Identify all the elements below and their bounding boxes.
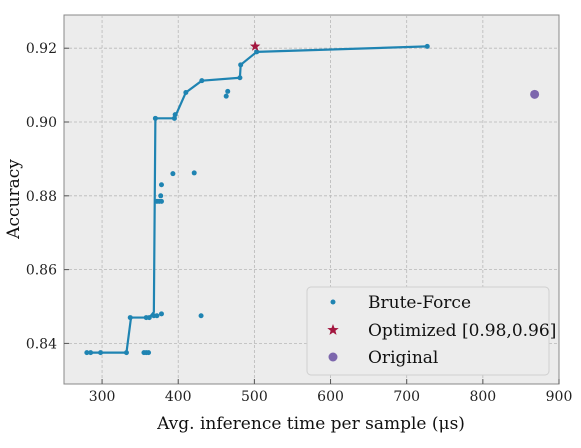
brute-force-point (98, 350, 104, 356)
brute-force-point (172, 112, 178, 118)
y-tick-label: 0.88 (26, 189, 57, 205)
y-axis-label: Accuracy (4, 159, 24, 240)
x-axis-label: Avg. inference time per sample (μs) (156, 414, 465, 434)
brute-force-point (158, 311, 164, 317)
ticks: 300 400 500 600 700 800 900 0.84 0.86 0.88 0.90 0.9… (26, 41, 573, 405)
x-tick-label: 800 (469, 389, 496, 405)
legend-label-original: Original (368, 348, 438, 368)
brute-force-point (223, 93, 229, 99)
legend-marker-original (328, 352, 338, 362)
brute-force-point (158, 193, 164, 199)
x-tick-label: 300 (89, 389, 116, 405)
brute-force-point (225, 88, 231, 94)
brute-force-point (158, 198, 164, 204)
x-tick-label: 900 (546, 389, 573, 405)
brute-force-point (127, 315, 133, 321)
brute-force-point (84, 350, 90, 356)
optimized-point (249, 40, 261, 51)
y-tick-label: 0.84 (26, 336, 57, 352)
brute-force-point (254, 49, 260, 55)
brute-force-point (183, 89, 189, 95)
brute-force-point (88, 350, 94, 356)
legend-label-brute-force: Brute-Force (368, 293, 471, 313)
legend-label-optimized: Optimized [0.98,0.96] (368, 321, 556, 341)
brute-force-point (198, 313, 204, 319)
brute-force-point (191, 170, 197, 176)
brute-force-point (154, 313, 160, 319)
data-marks (84, 40, 540, 356)
y-tick-label: 0.92 (26, 41, 57, 57)
legend-marker-brute-force (330, 299, 336, 305)
brute-force-point (237, 75, 243, 81)
brute-force-point (238, 62, 244, 68)
grid (64, 15, 559, 384)
brute-force-point (146, 315, 152, 321)
y-tick-label: 0.86 (26, 263, 57, 279)
x-tick-label: 500 (241, 389, 268, 405)
legend: Brute-Force Optimized [0.98,0.96] Origin… (306, 286, 556, 376)
brute-force-point (424, 43, 430, 49)
y-tick-label: 0.90 (26, 115, 57, 131)
legend-box (306, 286, 550, 376)
brute-force-point (152, 115, 158, 121)
legend-marker-optimized (327, 324, 339, 335)
brute-force-point (123, 350, 129, 356)
x-tick-label: 600 (317, 389, 344, 405)
brute-force-point (146, 350, 152, 356)
brute-force-point (158, 182, 164, 188)
x-tick-label: 400 (165, 389, 192, 405)
brute-force-point (170, 171, 176, 177)
brute-force-point (199, 78, 205, 84)
x-tick-label: 700 (393, 389, 420, 405)
original-point (530, 89, 540, 99)
